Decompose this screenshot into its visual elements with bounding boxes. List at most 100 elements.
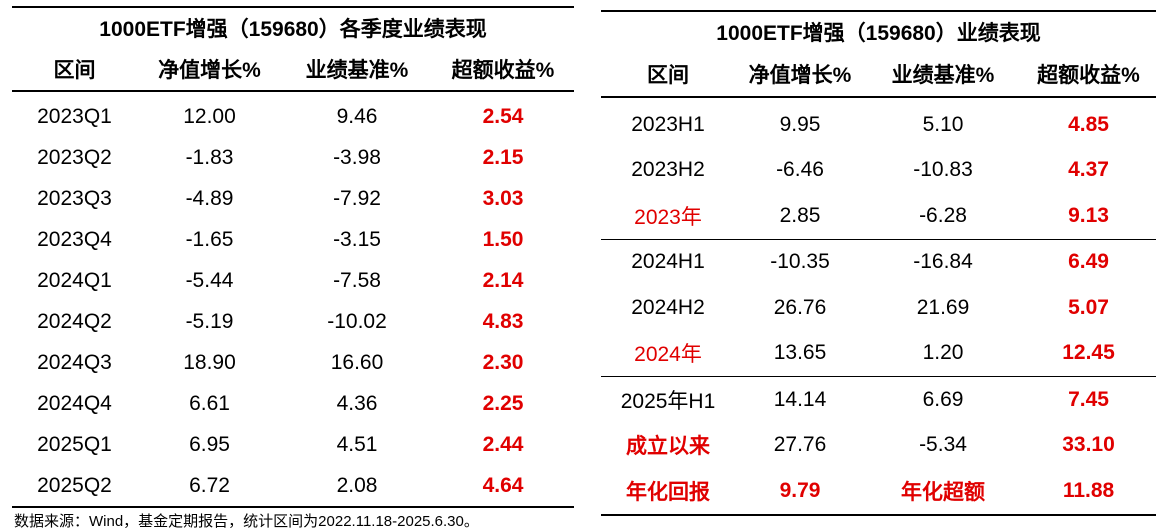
benchmark-cell: -6.28: [919, 203, 967, 227]
nav-growth-cell: -6.46: [776, 158, 824, 182]
table-row: 2023H1 9.95 5.10 4.85: [601, 97, 1156, 148]
table-row: 2025Q2 6.72 2.08 4.64: [12, 465, 575, 508]
col-header-excess-return: 超额收益%: [432, 48, 575, 92]
period-cell: 2023年: [634, 205, 702, 229]
period-cell: 2023Q3: [37, 186, 112, 210]
excess-return-cell: 4.85: [1068, 112, 1109, 136]
table-row: 2024Q4 6.61 4.36 2.25: [12, 383, 574, 424]
excess-return-cell: 4.64: [432, 465, 575, 508]
nav-growth-cell: -10.35: [735, 238, 865, 285]
period-cell: 年化回报: [601, 468, 735, 516]
excess-return-cell: 5.07: [1068, 295, 1109, 319]
excess-return-cell: 4.37: [1068, 158, 1109, 182]
benchmark-cell: 1.20: [922, 341, 964, 365]
excess-return-cell: 12.45: [1062, 341, 1115, 365]
excess-return-cell: 3.03: [482, 186, 524, 210]
period-cell: 2024Q1: [37, 268, 112, 292]
excess-return-cell: 2.25: [482, 391, 524, 415]
col-header-benchmark: 业绩基准%: [865, 52, 1021, 98]
quarterly-performance-table: 1000ETF增强（159680）各季度业绩表现 区间 净值增长% 业绩基准% …: [12, 6, 575, 508]
period-cell: 2024Q4: [37, 391, 112, 415]
table-row: 2025年H1 14.14 6.69 7.45: [601, 376, 1156, 423]
col-header-nav-growth: 净值增长%: [735, 52, 865, 98]
period-cell: 2023Q4: [37, 227, 112, 251]
period-cell: 2024年: [634, 343, 702, 367]
table-row: 2024H2 26.76 21.69 5.07: [601, 285, 1156, 331]
nav-growth-cell: -1.83: [185, 145, 234, 169]
col-header-benchmark: 业绩基准%: [282, 48, 432, 92]
period-cell: 成立以来: [626, 435, 710, 459]
col-header-nav-growth: 净值增长%: [137, 48, 282, 92]
nav-growth-cell: 18.90: [183, 350, 236, 374]
period-cell: 2024Q3: [37, 350, 112, 374]
excess-return-cell: 2.54: [482, 104, 524, 128]
excess-return-cell: 2.14: [482, 268, 524, 292]
table-row: 2023H2 -6.46 -10.83 4.37: [601, 148, 1156, 194]
excess-return-cell: 11.88: [1021, 468, 1156, 516]
benchmark-cell: -16.84: [865, 238, 1021, 285]
excess-return-cell: 6.49: [1021, 238, 1156, 285]
nav-growth-cell: 9.95: [779, 112, 821, 136]
period-cell: 2023Q2: [37, 145, 112, 169]
benchmark-cell: -7.58: [333, 268, 381, 292]
benchmark-cell: -10.83: [913, 158, 973, 182]
table-row: 2025Q1 6.95 4.51 2.44: [12, 424, 574, 465]
benchmark-cell: 年化超额: [865, 468, 1021, 516]
benchmark-cell: 16.60: [330, 350, 384, 374]
nav-growth-cell: 6.95: [189, 432, 230, 456]
benchmark-cell: -7.92: [333, 186, 381, 210]
nav-growth-cell: 26.76: [773, 295, 827, 319]
benchmark-cell: -5.34: [919, 433, 967, 457]
table-row: 2024Q2 -5.19 -10.02 4.83: [12, 301, 574, 342]
benchmark-cell: 4.36: [336, 391, 378, 415]
nav-growth-cell: -5.44: [185, 268, 234, 292]
excess-return-cell: 4.83: [482, 309, 524, 333]
excess-return-cell: 1.50: [482, 227, 524, 251]
nav-growth-cell: 12.00: [183, 104, 236, 128]
benchmark-cell: 2.08: [282, 465, 432, 508]
table-row: 2024Q3 18.90 16.60 2.30: [12, 342, 574, 383]
excess-return-cell: 2.15: [482, 145, 524, 169]
period-cell: 2025年H1: [601, 376, 735, 423]
data-source-note: 数据来源：Wind，基金定期报告，统计区间为2022.11.18-2025.6.…: [14, 513, 479, 530]
period-cell: 2024H1: [601, 238, 735, 285]
excess-return-cell: 33.10: [1062, 433, 1115, 457]
nav-growth-cell: 6.72: [137, 465, 282, 508]
nav-growth-cell: -1.65: [185, 227, 234, 251]
excess-return-cell: 2.44: [482, 432, 524, 456]
period-cell: 2025Q1: [37, 432, 112, 456]
table-title: 1000ETF增强（159680）各季度业绩表现: [12, 6, 575, 48]
table-row: 2023年 2.85 -6.28 9.13: [601, 193, 1156, 239]
col-header-excess-return: 超额收益%: [1021, 52, 1156, 98]
nav-growth-cell: -4.89: [185, 186, 234, 210]
table-row: 2023Q4 -1.65 -3.15 1.50: [12, 219, 574, 260]
period-cell: 2023H1: [631, 112, 705, 136]
benchmark-cell: 4.51: [336, 432, 378, 456]
table-row: 2023Q2 -1.83 -3.98 2.15: [12, 137, 574, 178]
nav-growth-cell: 2.85: [779, 203, 821, 227]
excess-return-cell: 7.45: [1021, 376, 1156, 423]
nav-growth-cell: 14.14: [735, 376, 865, 423]
period-cell: 2024Q2: [37, 309, 112, 333]
col-header-period: 区间: [12, 48, 137, 92]
nav-growth-cell: 27.76: [773, 433, 827, 457]
nav-growth-cell: 13.65: [773, 341, 827, 365]
col-header-period: 区间: [601, 52, 735, 98]
table-row: 2023Q1 12.00 9.46 2.54: [12, 91, 574, 137]
benchmark-cell: 6.69: [865, 376, 1021, 423]
nav-growth-cell: -5.19: [185, 309, 234, 333]
table-row: 2023Q3 -4.89 -7.92 3.03: [12, 178, 574, 219]
nav-growth-cell: 6.61: [189, 391, 230, 415]
excess-return-cell: 2.30: [482, 350, 524, 374]
benchmark-cell: -3.98: [333, 145, 381, 169]
table-row: 成立以来 27.76 -5.34 33.10: [601, 423, 1156, 469]
period-cell: 2025Q2: [12, 465, 137, 508]
benchmark-cell: -3.15: [333, 227, 381, 251]
excess-return-cell: 9.13: [1068, 203, 1109, 227]
period-cell: 2024H2: [631, 295, 705, 319]
period-cell: 2023Q1: [37, 104, 112, 128]
benchmark-cell: 5.10: [922, 112, 964, 136]
table-row: 2024Q1 -5.44 -7.58 2.14: [12, 260, 574, 301]
table-row: 2024H1 -10.35 -16.84 6.49: [601, 238, 1156, 285]
half-year-performance-table: 1000ETF增强（159680）业绩表现 区间 净值增长% 业绩基准% 超额收…: [601, 10, 1156, 516]
